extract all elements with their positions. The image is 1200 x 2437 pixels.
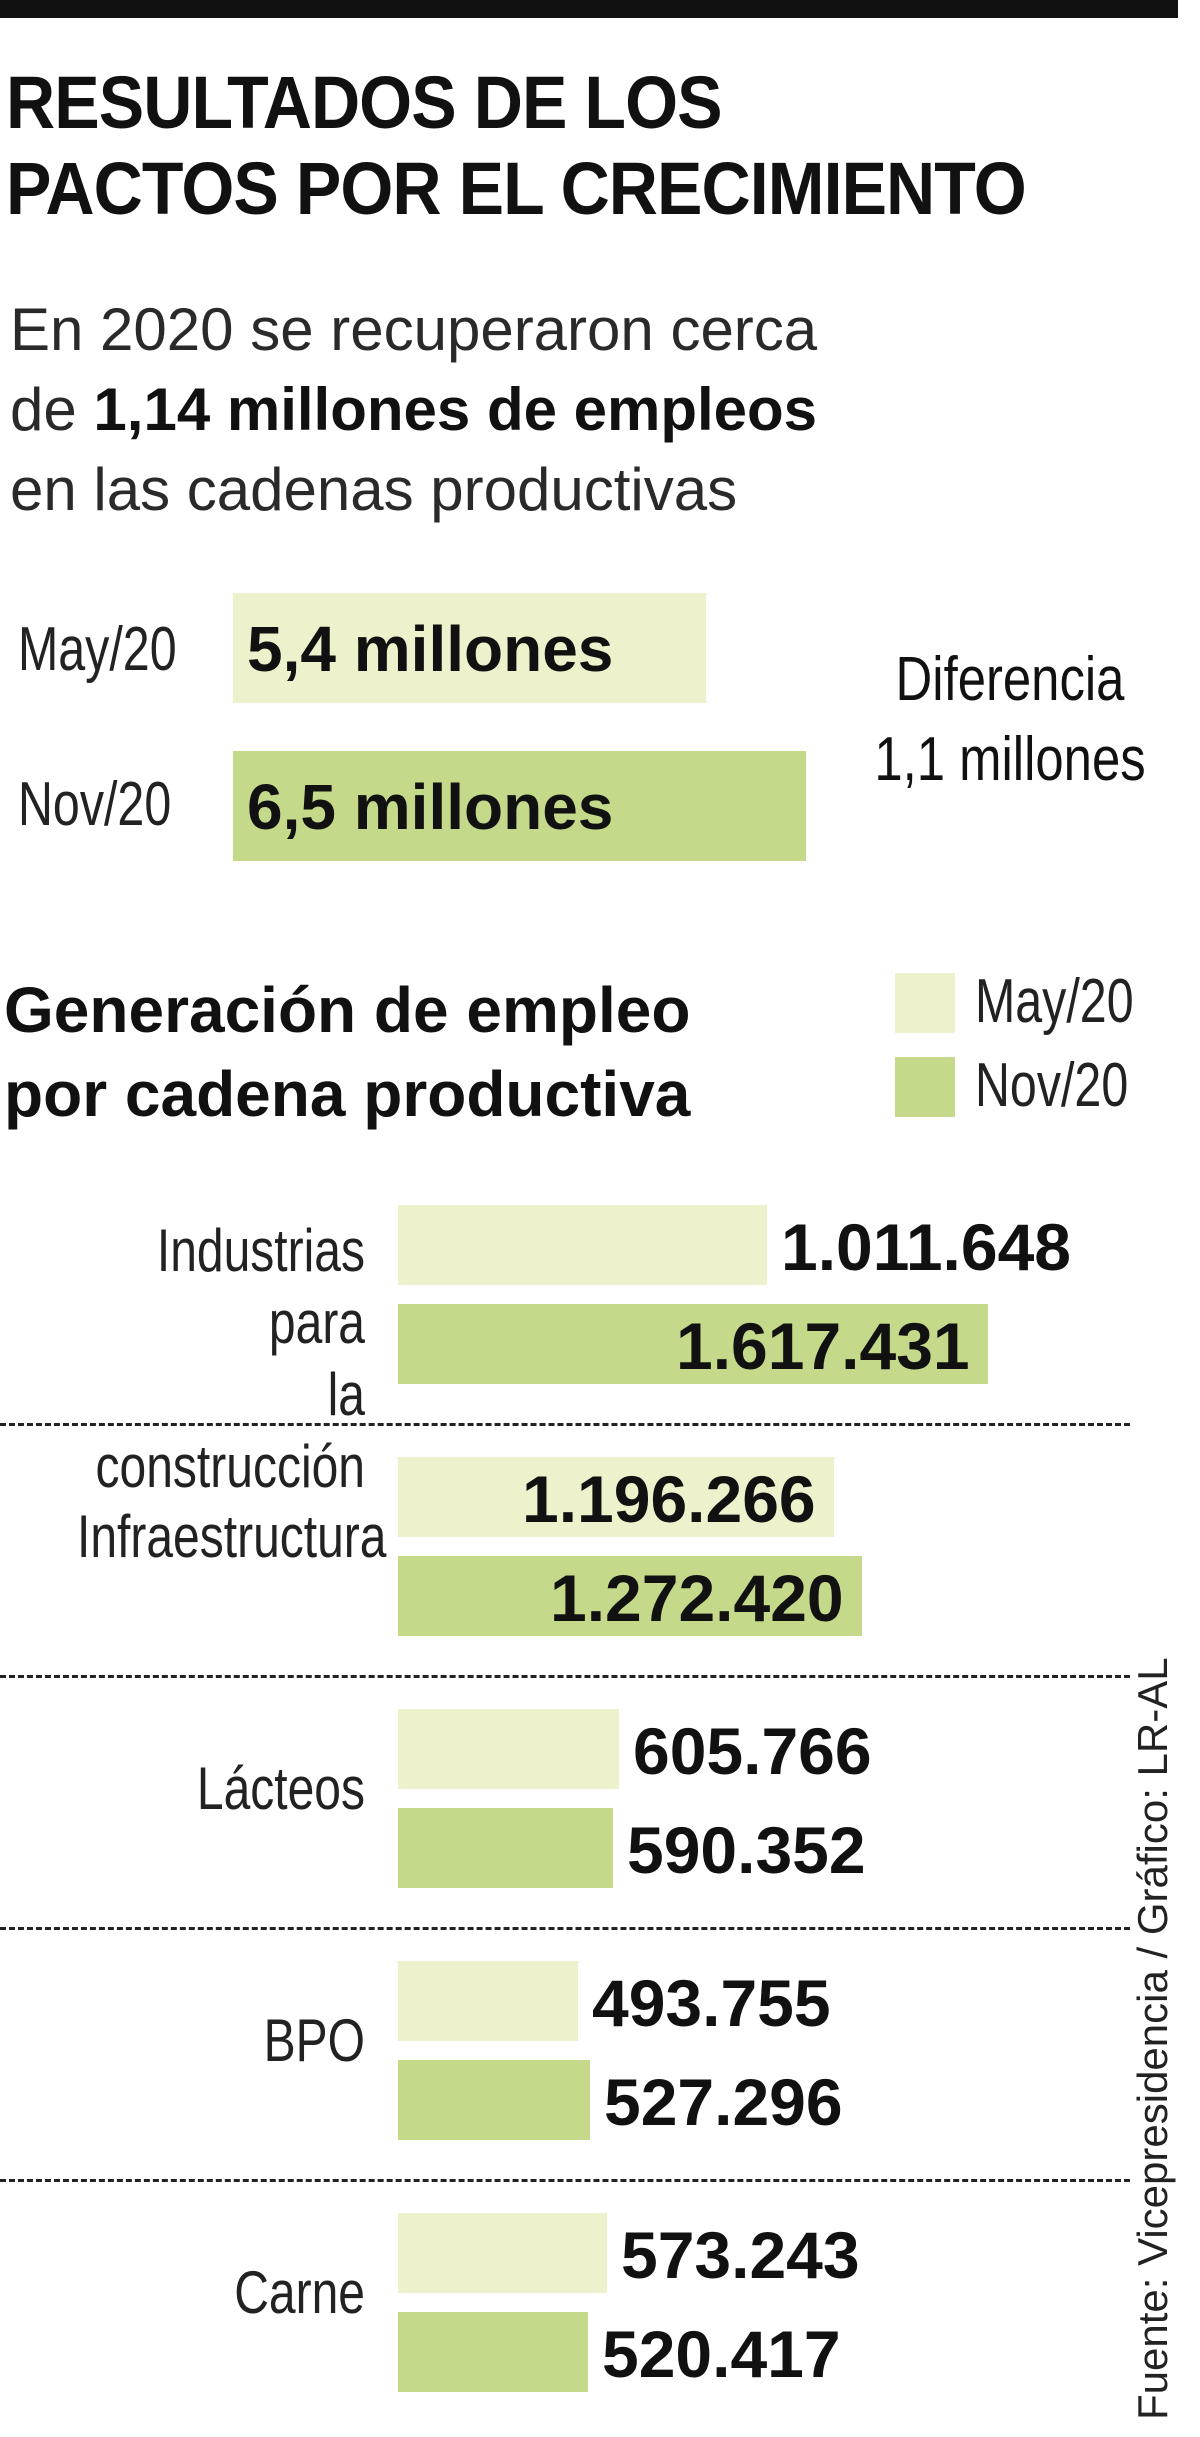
- title-line-2: PACTOS POR EL CRECIMIENTO: [6, 147, 1027, 230]
- bar-may: [398, 1205, 767, 1285]
- difference-note: Diferencia 1,1 millones: [871, 640, 1150, 800]
- bar-nov: [398, 2060, 590, 2140]
- category-label: BPO: [77, 2005, 365, 2077]
- group-separator: [0, 1675, 1130, 1678]
- bar-value-label: 1.272.420: [550, 1561, 844, 1635]
- bar-value-label: 520.417: [602, 2317, 841, 2391]
- bar-nov: [398, 1808, 613, 1888]
- category-label-line-1: Carne: [234, 2259, 365, 2326]
- legend-item-nov: Nov/20: [895, 1047, 1185, 1131]
- chart-title: Generación de empleo por cadena producti…: [4, 968, 864, 1136]
- category-label-line-2: la construcción: [95, 1361, 365, 1500]
- subtitle-highlight: 1,14 millones de empleos: [93, 376, 818, 443]
- total-value-may: 5,4 millones: [247, 613, 614, 685]
- subtitle-line-1: En 2020 se recuperaron cerca: [10, 296, 818, 363]
- subtitle-prefix: de: [10, 376, 94, 443]
- chart-title-line-2: por cadena productiva: [4, 1058, 691, 1130]
- group-separator: [0, 1927, 1130, 1930]
- legend-label-may: May/20: [975, 967, 1134, 1036]
- category-label-line-1: BPO: [263, 2007, 365, 2074]
- chart-legend: May/20 Nov/20: [895, 963, 1185, 1131]
- total-label-nov: Nov/20: [18, 770, 172, 839]
- category-label: Carne: [77, 2257, 365, 2329]
- difference-label: Diferencia: [895, 645, 1125, 714]
- legend-item-may: May/20: [895, 963, 1185, 1047]
- legend-label-nov: Nov/20: [975, 1051, 1129, 1120]
- group-separator: [0, 1423, 1130, 1426]
- bar-value-label: 573.243: [621, 2218, 860, 2292]
- bar-nov: [398, 1304, 988, 1384]
- bar-may: [398, 1709, 619, 1789]
- bar-value-label: 1.196.266: [522, 1462, 816, 1536]
- top-rule: [0, 0, 1178, 18]
- category-label-line-1: Lácteos: [196, 1755, 365, 1822]
- bar-nov: [398, 2312, 588, 2392]
- total-bar-nov: 6,5 millones: [233, 751, 806, 861]
- bar-value-label: 590.352: [627, 1813, 866, 1887]
- bar-value-label: 1.617.431: [676, 1309, 970, 1383]
- bar-value-label: 605.766: [633, 1714, 872, 1788]
- total-bar-may: 5,4 millones: [233, 593, 706, 703]
- subtitle: En 2020 se recuperaron cerca de 1,14 mil…: [10, 290, 1170, 530]
- category-label: Infraestructura: [77, 1501, 386, 1573]
- legend-swatch-may: [895, 973, 955, 1033]
- bar-may: [398, 2213, 607, 2293]
- page-title: RESULTADOS DE LOS PACTOS POR EL CRECIMIE…: [6, 60, 1082, 232]
- bar-nov: [398, 1556, 862, 1636]
- difference-value: 1,1 millones: [874, 725, 1146, 794]
- subtitle-line-3: en las cadenas productivas: [10, 456, 738, 523]
- group-separator: [0, 2179, 1130, 2182]
- total-label-may: May/20: [18, 615, 177, 684]
- bar-may: [398, 1961, 578, 2041]
- source-credit: Fuente: Vicepresidencia / Gráfico: LR-AL: [1129, 1657, 1176, 2420]
- chart-title-line-1: Generación de empleo: [4, 974, 691, 1046]
- category-label-line-1: Infraestructura: [77, 1503, 387, 1570]
- category-label: Industrias para la construcción: [77, 1215, 365, 1503]
- total-value-nov: 6,5 millones: [247, 771, 614, 843]
- bar-may: [398, 1457, 834, 1537]
- title-line-1: RESULTADOS DE LOS: [6, 61, 723, 144]
- category-label: Lácteos: [77, 1753, 365, 1825]
- bar-value-label: 527.296: [604, 2065, 843, 2139]
- legend-swatch-nov: [895, 1057, 955, 1117]
- category-label-line-1: Industrias para: [156, 1217, 365, 1356]
- bar-value-label: 493.755: [592, 1966, 831, 2040]
- bar-value-label: 1.011.648: [781, 1210, 1071, 1284]
